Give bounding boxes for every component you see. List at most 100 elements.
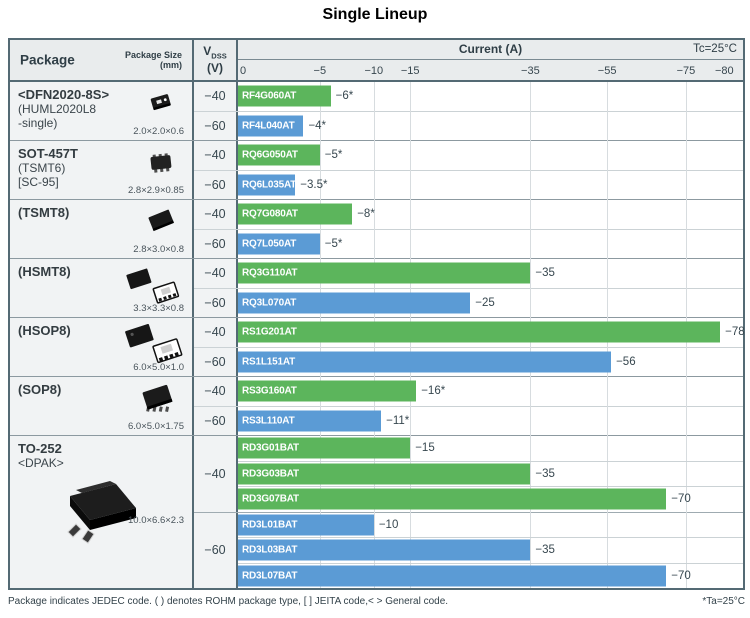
bar-row: RD3L07BAT −70 bbox=[238, 562, 743, 589]
vdss-subgroup: −60 RF4L040AT −4* bbox=[194, 110, 743, 140]
package-size: 3.3×3.3×0.8 bbox=[133, 303, 184, 314]
current-bar: RS1L151AT bbox=[238, 351, 612, 373]
current-bar: RD3G01BAT bbox=[238, 437, 411, 459]
current-value-label: −70 bbox=[671, 569, 691, 582]
package-size: 2.8×2.9×0.85 bbox=[128, 185, 184, 196]
part-number-label: RD3L01BAT bbox=[242, 519, 298, 531]
group-body: −40 RD3G01BAT −15 RD3G03BAT −35 RD3G07BAT −70−… bbox=[194, 436, 743, 588]
axis-tick-label: −10 bbox=[364, 65, 384, 77]
axis-tick-label: −75 bbox=[676, 65, 696, 77]
vdss-subgroup: −60 RS3L110AT −11* bbox=[194, 405, 743, 436]
part-number-label: RD3G03BAT bbox=[242, 468, 299, 480]
current-value-label: −16* bbox=[421, 385, 446, 398]
bar-row: RS3G160AT −16* bbox=[238, 377, 743, 406]
package-group: (HSMT8) 3.3×3.3×0.8 −40 RQ3G110AT −35 −60 RQ3L… bbox=[10, 259, 743, 318]
package-cell: (HSOP8) 6.0×5.0×1.0 bbox=[10, 318, 194, 376]
package-size: 6.0×5.0×1.0 bbox=[133, 362, 184, 373]
group-body: −40 RS1G201AT −78 −60 RS1L151AT −56 bbox=[194, 318, 745, 376]
package-header-label: Package bbox=[20, 52, 75, 68]
current-value-label: −5* bbox=[324, 149, 343, 162]
package-size: 10.0×6.6×2.3 bbox=[128, 515, 184, 526]
axis-tick-label: 0 bbox=[240, 65, 247, 77]
part-number-label: RQ6L035AT bbox=[242, 179, 297, 191]
bars-column: RQ6G050AT −5* bbox=[238, 141, 743, 170]
current-value-label: −35 bbox=[535, 267, 555, 280]
package-group: (TSMT8) 2.8×3.0×0.8 −40 RQ7G080AT −8* −60 RQ7L… bbox=[10, 200, 743, 259]
vdss-unit: (V) bbox=[207, 61, 223, 76]
lineup-table: Package Package Size (mm) VDSS (V) Curre… bbox=[8, 38, 745, 590]
current-axis-label: Current (A) bbox=[458, 42, 523, 56]
vdss-subgroup: −60 RD3L01BAT −10 RD3L03BAT −35 RD3L07BAT −70 bbox=[194, 511, 743, 589]
current-value-label: −3.5* bbox=[300, 178, 328, 191]
package-group: <DFN2020-8S> (HUML2020L8 -single) 2.0×2.0×… bbox=[10, 82, 743, 141]
bars-column: RS1G201AT −78 bbox=[238, 318, 745, 347]
current-bar: RS1G201AT bbox=[238, 321, 721, 343]
package-subname: <DPAK> bbox=[18, 456, 64, 470]
vdss-cell: −60 bbox=[194, 111, 238, 140]
package-name: (HSMT8) bbox=[18, 264, 71, 279]
package-group: (HSOP8) 6.0×5.0×1.0 −40 RS1G201AT −78 −60 RS1L… bbox=[10, 318, 745, 377]
package-size-header-label: Package Size (mm) bbox=[125, 50, 182, 70]
part-number-label: RS1L151AT bbox=[242, 356, 296, 368]
vdss-cell: −40 bbox=[194, 200, 238, 229]
vdss-subgroup: −60 RQ6L035AT −3.5* bbox=[194, 169, 743, 200]
bars-column: RS3L110AT −11* bbox=[238, 407, 743, 436]
bar-row: RQ3G110AT −35 bbox=[238, 259, 743, 288]
group-body: −40 RQ6G050AT −5* −60 RQ6L035AT −3.5* bbox=[194, 141, 743, 199]
page-title: Single Lineup bbox=[322, 6, 428, 23]
axis-ticks: 0 −5 −10 −15 −35 −55 −75 −80 bbox=[238, 60, 743, 80]
vdss-subgroup: −40 RQ3G110AT −35 bbox=[194, 259, 743, 288]
package-size: 6.0×5.0×1.75 bbox=[128, 421, 184, 432]
bars-column: RQ7L050AT −5* bbox=[238, 230, 743, 259]
vdss-subgroup: −60 RS1L151AT −56 bbox=[194, 346, 743, 376]
part-number-label: RQ3G110AT bbox=[242, 267, 298, 279]
current-bar: RQ6L035AT bbox=[238, 174, 297, 196]
part-number-label: RQ6G050AT bbox=[242, 149, 298, 161]
vdss-subgroup: −40 RS3G160AT −16* bbox=[194, 377, 743, 406]
current-bar: RD3L07BAT bbox=[238, 565, 667, 587]
vdss-subgroup: −40 RQ6G050AT −5* bbox=[194, 141, 743, 170]
package-name: <DFN2020-8S> bbox=[18, 87, 110, 102]
vdss-cell: −60 bbox=[194, 347, 238, 376]
current-bar: RD3G07BAT bbox=[238, 488, 667, 510]
current-bar: RD3L03BAT bbox=[238, 539, 531, 561]
bar-row: RD3L03BAT −35 bbox=[238, 537, 743, 563]
current-bar: RF4L040AT bbox=[238, 115, 304, 137]
axis-tick-label: −5 bbox=[313, 65, 327, 77]
part-number-label: RS1G201AT bbox=[242, 326, 297, 338]
bar-row: RQ6G050AT −5* bbox=[238, 141, 743, 170]
group-body: −40 RQ7G080AT −8* −60 RQ7L050AT −5* bbox=[194, 200, 743, 258]
part-number-label: RF4G060AT bbox=[242, 90, 297, 102]
bars-column: RQ3L070AT −25 bbox=[238, 289, 743, 318]
group-body: −40 RQ3G110AT −35 −60 RQ3L070AT −25 bbox=[194, 259, 743, 317]
current-value-label: −35 bbox=[535, 467, 555, 480]
current-value-label: −6* bbox=[335, 90, 354, 103]
current-bar: RF4G060AT bbox=[238, 85, 331, 107]
vdss-subgroup: −40 RF4G060AT −6* bbox=[194, 82, 743, 111]
bars-column: RQ7G080AT −8* bbox=[238, 200, 743, 229]
vdss-cell: −60 bbox=[194, 406, 238, 435]
bar-row: RD3G07BAT −70 bbox=[238, 486, 743, 512]
current-bar: RD3G03BAT bbox=[238, 463, 531, 485]
package-cell: (TSMT8) 2.8×3.0×0.8 bbox=[10, 200, 194, 258]
vdss-cell: −40 bbox=[194, 141, 238, 170]
bars-column: RF4G060AT −6* bbox=[238, 82, 743, 111]
package-size-text: Package Size bbox=[124, 50, 182, 60]
bars-column: RQ6L035AT −3.5* bbox=[238, 171, 743, 200]
tc-condition-label: Tc=25°C bbox=[693, 43, 737, 55]
vdss-cell: −60 bbox=[194, 229, 238, 258]
footer: Package indicates JEDEC code. ( ) denote… bbox=[8, 596, 745, 607]
current-value-label: −10 bbox=[378, 518, 399, 531]
bar-row: RQ6L035AT −3.5* bbox=[238, 171, 743, 200]
bar-row: RD3G03BAT −35 bbox=[238, 460, 743, 487]
group-body: −40 RS3G160AT −16* −60 RS3L110AT −11* bbox=[194, 377, 743, 435]
current-bar: RQ3L070AT bbox=[238, 292, 471, 314]
package-subname: (TSMT6) bbox=[18, 161, 66, 175]
bars-column: RQ3G110AT −35 bbox=[238, 259, 743, 288]
to252-chip-icon bbox=[40, 470, 150, 561]
part-number-label: RQ7G080AT bbox=[242, 208, 298, 220]
bars-column: RS3G160AT −16* bbox=[238, 377, 743, 406]
current-value-label: −56 bbox=[616, 355, 636, 368]
vdss-cell: −40 bbox=[194, 82, 238, 111]
current-bar: RQ3G110AT bbox=[238, 262, 531, 284]
